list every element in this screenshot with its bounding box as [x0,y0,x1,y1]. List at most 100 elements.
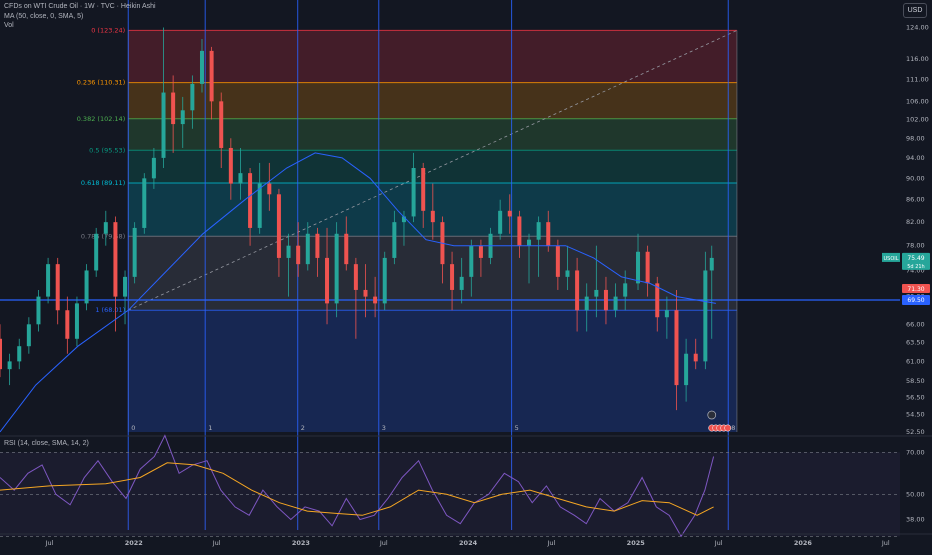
candle-body-45 [430,210,435,223]
price-tick-5: 98.00 [906,134,925,142]
fib-label-2: 0.382 (102.14) [77,115,126,123]
candle-body-27 [257,183,262,228]
fib-label-6: 1 (68.01) [95,306,125,314]
candle-body-40 [382,257,387,304]
secondary-price-tag [902,283,930,293]
candle-body-33 [315,233,320,258]
candle-body-19 [180,110,185,125]
rsi-tick-0: 70.00 [906,448,925,456]
symbol-tag-text: USOIL [883,256,898,262]
price-axis-bg [900,0,932,550]
candle-body-2 [17,346,22,362]
volume-legend: Vol [4,22,14,29]
candle-body-8 [74,303,79,339]
candle-body-12 [113,222,118,297]
rsi-tick-1: 50.00 [906,490,925,498]
hline-price-text: 69.50 [907,297,924,304]
candle-body-14 [132,227,137,277]
time-tick-6: Jul [547,539,556,547]
candle-body-42 [401,216,406,223]
symbol-tag [882,252,900,262]
price-tick-13: 66.00 [906,320,925,328]
price-tick-1: 116.00 [906,55,929,63]
dividend-marker-icon [724,424,732,432]
price-tick-8: 86.00 [906,196,925,204]
price-tick-17: 56.50 [906,393,925,401]
time-tick-4: Jul [379,539,388,547]
candle-body-15 [142,178,147,228]
candle-body-38 [363,289,368,297]
rsi-series-line-1 [0,462,714,516]
time-tick-3: 2023 [292,539,310,547]
candle-body-9 [84,270,89,304]
candle-body-35 [334,233,339,304]
fib-zone-3 [128,150,737,184]
candle-body-28 [267,183,272,195]
currency-button[interactable]: USD [903,3,927,18]
candle-body-74 [709,257,714,271]
secondary-price-text: 71.30 [907,286,924,293]
candle-body-63 [603,289,608,311]
candle-body-43 [411,168,416,217]
candle-body-34 [325,257,330,304]
time-tick-8: Jul [714,539,723,547]
candle-body-53 [507,210,512,217]
price-tick-2: 111.00 [906,76,929,84]
candle-body-71 [684,353,689,386]
candle-body-20 [190,83,195,111]
candle-body-5 [46,264,51,297]
price-tick-14: 63.50 [906,338,925,346]
price-tick-4: 102.00 [906,115,929,123]
candle-body-3 [26,324,31,347]
candle-body-61 [584,296,589,311]
price-tick-7: 90.00 [906,174,925,182]
price-tick-6: 94.00 [906,154,925,162]
rsi-legend: RSI (14, close, SMA, 14, 2) [4,440,89,447]
time-tick-1: 2022 [125,539,143,547]
candle-body-64 [613,296,618,311]
fib-zone-0 [128,30,737,83]
candle-body-17 [161,92,166,158]
candle-body-30 [286,245,291,258]
fib-label-4: 0.618 (89.11) [81,179,125,187]
last-price-text: 75.49 [907,255,924,262]
candle-body-68 [655,283,660,318]
candle-body-62 [594,289,599,297]
candle-body-49 [469,245,474,277]
candle-body-56 [536,222,541,240]
candle-body-1 [7,361,12,370]
time-tick-0: Jul [45,539,54,547]
candle-body-47 [450,264,455,290]
rsi-series-line-0 [0,434,715,538]
candle-body-0 [0,338,2,370]
candle-body-50 [478,245,483,258]
time-tick-5: 2024 [459,539,478,547]
candle-body-37 [353,264,358,290]
candle-body-52 [498,210,503,234]
candle-body-29 [276,194,281,258]
price-tick-11: 74.00 [906,266,925,274]
price-tick-10: 78.00 [906,242,925,250]
candle-body-31 [296,245,301,265]
fib-trend-line [128,30,738,311]
candle-body-60 [575,270,580,311]
price-tick-0: 124.00 [906,24,929,32]
time-tick-7: 2025 [627,539,646,547]
time-cycle-label-3: 3 [382,424,386,432]
candle-body-26 [248,173,253,228]
candle-body-57 [546,222,551,246]
candle-body-67 [645,251,650,284]
candle-body-72 [693,353,698,362]
time-cycle-label-4: 5 [515,424,519,432]
time-tick-10: Jul [881,539,890,547]
candle-body-21 [199,50,204,84]
time-tick-2: Jul [212,539,221,547]
candle-body-11 [103,222,108,234]
time-cycle-label-1: 1 [208,424,212,432]
candle-body-18 [171,92,176,125]
price-tick-15: 61.00 [906,357,925,365]
candle-body-10 [94,233,99,271]
countdown-text: 5d 21h [907,264,924,270]
